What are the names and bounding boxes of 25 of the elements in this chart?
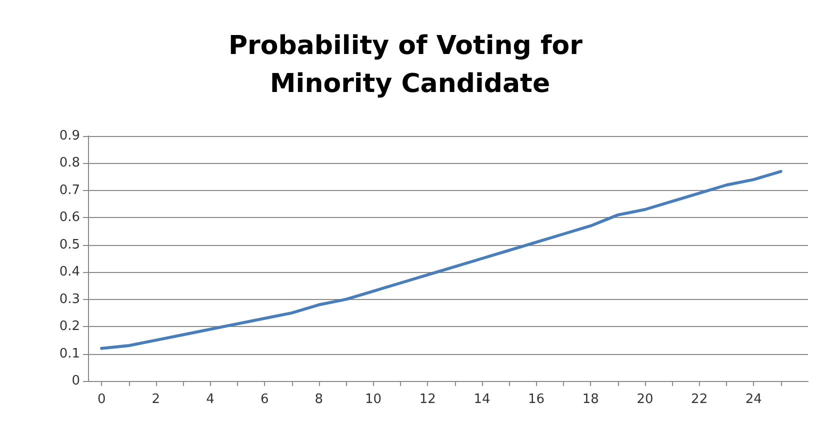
- x-tick-label: 0: [97, 392, 106, 407]
- y-tick-label: 0.6: [59, 210, 80, 226]
- y-tick-label: 0: [72, 374, 80, 388]
- chart-title: Probability of Voting for Minority Candidate: [228, 31, 592, 99]
- y-tick-label: 0.1: [59, 346, 80, 362]
- x-tick-label: 14: [474, 392, 490, 407]
- x-tick-label: 16: [528, 392, 545, 407]
- x-tick-label: 18: [582, 392, 599, 407]
- x-tick-label: 10: [365, 392, 382, 407]
- y-tick-label: 0.5: [59, 237, 80, 252]
- y-tick-label: 0.4: [59, 264, 80, 280]
- x-tick-label: 20: [636, 392, 654, 407]
- y-tick-label: 0.8: [59, 156, 80, 171]
- y-tick-label: 0.2: [59, 319, 80, 334]
- x-tick-label: 2: [152, 392, 160, 407]
- line-series: [100, 170, 782, 350]
- y-tick-label: 0.3: [59, 292, 80, 307]
- x-tick-label: 6: [260, 392, 269, 407]
- x-tick-label: 22: [691, 392, 708, 407]
- y-tick-label: 0.9: [59, 128, 80, 144]
- x-tick-label: 8: [314, 392, 324, 407]
- x-tick-label: 12: [419, 392, 436, 407]
- x-tick-label: 24: [745, 392, 762, 407]
- x-tick-label: 4: [206, 392, 214, 407]
- y-tick-label: 0.7: [59, 182, 80, 198]
